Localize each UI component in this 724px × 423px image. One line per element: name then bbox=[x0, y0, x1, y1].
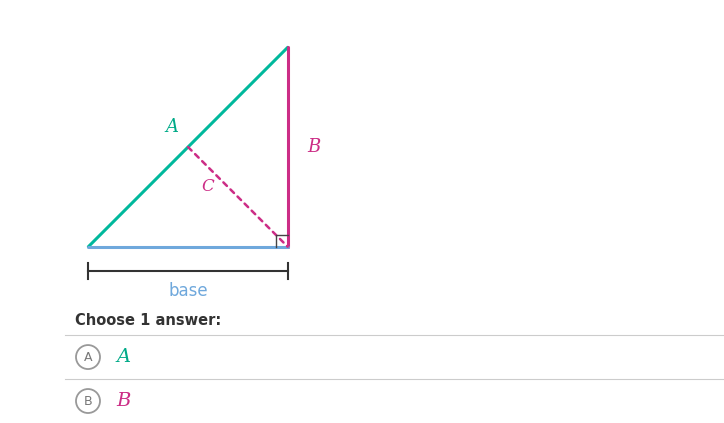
Text: C: C bbox=[201, 179, 214, 195]
Text: base: base bbox=[168, 282, 208, 299]
Text: A: A bbox=[116, 348, 130, 366]
Text: A: A bbox=[166, 118, 179, 136]
Text: B: B bbox=[116, 392, 130, 410]
Text: A: A bbox=[84, 351, 92, 363]
Text: B: B bbox=[84, 395, 93, 407]
Text: Choose 1 answer:: Choose 1 answer: bbox=[75, 313, 222, 328]
Text: B: B bbox=[307, 138, 320, 156]
